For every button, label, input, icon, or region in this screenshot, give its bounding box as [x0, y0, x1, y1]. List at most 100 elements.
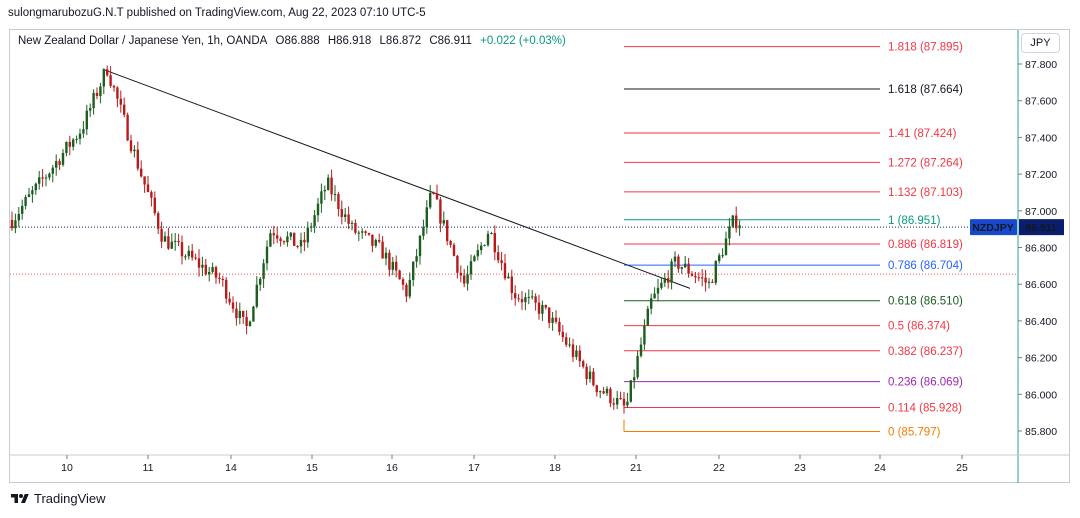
candle-body — [313, 215, 316, 227]
fib-level-label: 0 (85.797) — [888, 427, 941, 439]
candle-body — [412, 261, 415, 280]
candle-body — [541, 304, 544, 314]
candle-body — [58, 161, 61, 165]
candle-body — [235, 308, 238, 319]
fib-level-label: 0.236 (86.069) — [888, 377, 963, 389]
candle-body — [554, 317, 558, 322]
fib-extension-layer: 1.818 (87.895) 1.618 (87.664) 1.41 (87.424… — [623, 42, 963, 439]
candle-body — [167, 236, 170, 249]
candle-body — [269, 233, 272, 247]
candle-body — [374, 240, 377, 246]
candle-body — [330, 177, 333, 195]
candle-body — [422, 227, 425, 236]
candle-body — [306, 227, 309, 243]
candle-body — [469, 261, 473, 275]
candle-body — [214, 267, 218, 278]
candle-body — [670, 261, 673, 283]
candle-body — [459, 272, 462, 276]
candle-body — [265, 246, 269, 264]
candle-body — [126, 114, 129, 141]
y-tick-label: 86.400 — [1025, 316, 1057, 328]
candle-body — [503, 263, 507, 279]
candle-body — [435, 193, 439, 200]
candle-body — [602, 391, 605, 394]
candle-body — [184, 256, 187, 258]
y-tick-label: 87.600 — [1025, 96, 1057, 108]
candle-body — [418, 235, 422, 257]
x-tick-label: 17 — [468, 462, 480, 474]
candle-body — [463, 275, 466, 284]
candle-body — [493, 233, 496, 253]
candle-body — [456, 255, 459, 273]
candle-body — [160, 228, 163, 242]
x-tick-label: 16 — [386, 462, 398, 474]
candle-body — [140, 168, 143, 177]
candle-body — [578, 350, 581, 362]
candle-body — [38, 177, 41, 184]
candle-body — [41, 177, 44, 179]
candle-body — [143, 176, 146, 185]
x-tick-label: 25 — [956, 462, 968, 474]
candle-body — [133, 149, 136, 152]
y-tick-label: 86.200 — [1025, 353, 1057, 365]
y-tick-label: 87.400 — [1025, 132, 1057, 144]
candle-body — [595, 385, 598, 393]
fib-level-label: 1.41 (87.424) — [888, 128, 957, 140]
legend-high: H86.918 — [327, 35, 372, 47]
candle-body — [490, 233, 493, 235]
candle-body — [724, 238, 728, 256]
tradingview-footer[interactable]: TradingView — [10, 491, 106, 506]
candle-body — [701, 277, 704, 279]
candle-body — [225, 279, 228, 299]
candle-body — [150, 192, 153, 198]
candle-body — [51, 167, 54, 174]
candle-body — [371, 234, 374, 246]
candle-body — [354, 222, 357, 233]
candle-body — [75, 138, 78, 140]
candle-body — [299, 239, 303, 247]
candle-body — [731, 215, 734, 227]
symbol-legend[interactable]: New Zealand Dollar / Japanese Yen, 1h, O… — [18, 35, 571, 47]
candle-body — [177, 240, 180, 243]
candle-body — [17, 213, 20, 221]
candle-body — [24, 196, 27, 206]
candle-body — [289, 232, 292, 237]
candle-body — [378, 240, 381, 242]
fib-level-label: 0.886 (86.819) — [888, 239, 963, 251]
price-badges-layer: NZDJPY 86.911 — [970, 219, 1064, 236]
candle-body — [544, 304, 547, 308]
candle-body — [677, 256, 680, 269]
candle-body — [707, 281, 711, 283]
candle-body — [507, 276, 510, 279]
candle-body — [146, 184, 150, 193]
candle-body — [231, 302, 235, 309]
fib-level-label: 1.618 (87.664) — [888, 84, 963, 96]
candle-body — [439, 199, 442, 224]
candle-body — [197, 258, 201, 268]
candle-body — [211, 267, 214, 272]
candle-body — [425, 207, 428, 228]
candles-layer — [10, 65, 741, 414]
x-tick-label: 21 — [630, 462, 642, 474]
x-tick-label: 23 — [794, 462, 806, 474]
candle-body — [395, 261, 398, 271]
candle-body — [565, 337, 568, 345]
candle-body — [663, 278, 666, 283]
candle-body — [310, 226, 313, 228]
candle-body — [429, 192, 432, 208]
candle-body — [384, 252, 388, 259]
candle-body — [551, 317, 554, 323]
candle-body — [153, 197, 156, 214]
candle-body — [259, 278, 262, 285]
candle-body — [238, 310, 241, 319]
currency-button[interactable]: JPY — [1021, 33, 1060, 53]
candle-body — [704, 277, 707, 283]
candle-body — [585, 366, 588, 380]
candle-body — [622, 398, 626, 406]
x-tick-label: 11 — [143, 462, 154, 474]
candle-body — [480, 245, 483, 251]
candle-body — [643, 325, 646, 345]
y-tick-label: 85.800 — [1025, 426, 1057, 438]
candle-body — [405, 284, 408, 297]
